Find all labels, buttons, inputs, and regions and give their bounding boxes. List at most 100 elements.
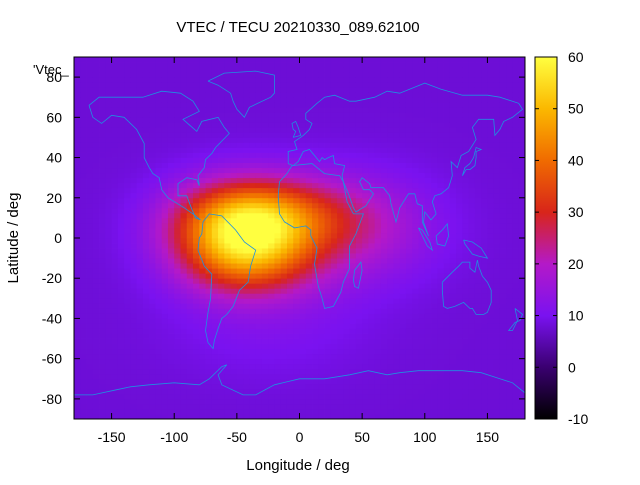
heatmap-cell [124,253,131,259]
heatmap-cell [261,373,269,380]
heatmap-cell [487,57,495,63]
heatmap-cell [193,82,200,88]
heatmap-cell [418,97,426,103]
heatmap-cell [468,97,476,103]
heatmap-cell [261,137,269,143]
heatmap-cell [286,373,294,380]
heatmap-cell [355,157,363,163]
heatmap-cell [493,403,501,410]
heatmap-cell [312,122,319,128]
heatmap-cell [249,182,257,189]
heatmap-cell [299,358,307,365]
heatmap-cell [218,187,225,194]
heatmap-cell [86,197,94,204]
heatmap-cell [218,408,225,415]
heatmap-cell [174,283,181,289]
heatmap-cell [136,293,144,299]
heatmap-cell [374,348,382,355]
heatmap-cell [431,373,438,380]
heatmap-cell [343,263,351,269]
heatmap-cell [280,57,288,63]
heatmap-cell [305,403,313,410]
heatmap-cell [268,92,275,98]
heatmap-cell [274,338,282,344]
heatmap-cell [180,308,188,314]
heatmap-cell [130,258,138,264]
heatmap-cell [218,398,225,405]
heatmap-cell [437,363,444,370]
heatmap-cell [286,107,294,113]
heatmap-cell [255,288,263,294]
heatmap-cell [499,162,507,169]
heatmap-cell [449,243,457,249]
heatmap-cell [249,67,257,73]
heatmap-cell [186,172,194,179]
heatmap-cell [349,383,357,390]
heatmap-cell [86,283,94,289]
heatmap-cell [80,147,87,153]
heatmap-cell [374,92,382,98]
heatmap-cell [218,112,225,118]
heatmap-cell [387,62,394,68]
heatmap-cell [456,232,463,239]
heatmap-cell [462,232,470,239]
heatmap-cell [205,323,213,329]
heatmap-cell [136,313,144,319]
heatmap-cell [268,232,275,239]
heatmap-cell [167,408,175,415]
heatmap-cell [468,383,476,390]
heatmap-cell [299,353,307,360]
heatmap-cell [99,343,106,350]
heatmap-cell [368,413,376,419]
heatmap-cell [380,313,388,319]
heatmap-cell [487,413,495,419]
heatmap-cell [224,338,231,344]
heatmap-cell [80,253,87,259]
heatmap-cell [431,87,438,93]
heatmap-cell [99,383,106,390]
heatmap-cell [337,87,344,93]
heatmap-cell [136,162,144,169]
heatmap-cell [161,333,169,339]
heatmap-cell [86,278,94,284]
heatmap-cell [431,142,438,148]
heatmap-cell [355,363,363,370]
heatmap-cell [193,162,200,169]
heatmap-cell [130,167,138,174]
heatmap-cell [218,132,225,138]
heatmap-cell [224,293,231,299]
heatmap-cell [387,222,394,229]
heatmap-cell [117,147,125,153]
heatmap-cell [199,288,206,294]
heatmap-cell [487,102,495,108]
heatmap-cell [349,147,357,153]
heatmap-cell [186,162,194,169]
heatmap-cell [493,258,501,264]
heatmap-cell [286,77,294,83]
heatmap-cell [249,263,257,269]
heatmap-cell [105,303,112,309]
heatmap-cell [124,268,131,274]
heatmap-cell [481,383,488,390]
heatmap-cell [274,393,282,400]
heatmap-cell [117,328,125,334]
heatmap-cell [243,57,250,63]
heatmap-cell [393,82,401,88]
heatmap-cell [481,132,488,138]
heatmap-cell [243,248,250,254]
heatmap-cell [456,333,463,339]
heatmap-cell [412,162,419,169]
heatmap-cell [299,398,307,405]
heatmap-cell [286,62,294,68]
heatmap-cell [174,243,181,249]
heatmap-cell [349,232,357,239]
heatmap-cell [362,72,369,78]
heatmap-cell [136,77,144,83]
heatmap-cell [124,122,131,128]
heatmap-cell [299,187,307,194]
heatmap-cell [149,388,156,395]
heatmap-cell [362,363,369,370]
heatmap-cell [130,283,138,289]
heatmap-cell [318,343,325,350]
heatmap-cell [86,157,94,163]
